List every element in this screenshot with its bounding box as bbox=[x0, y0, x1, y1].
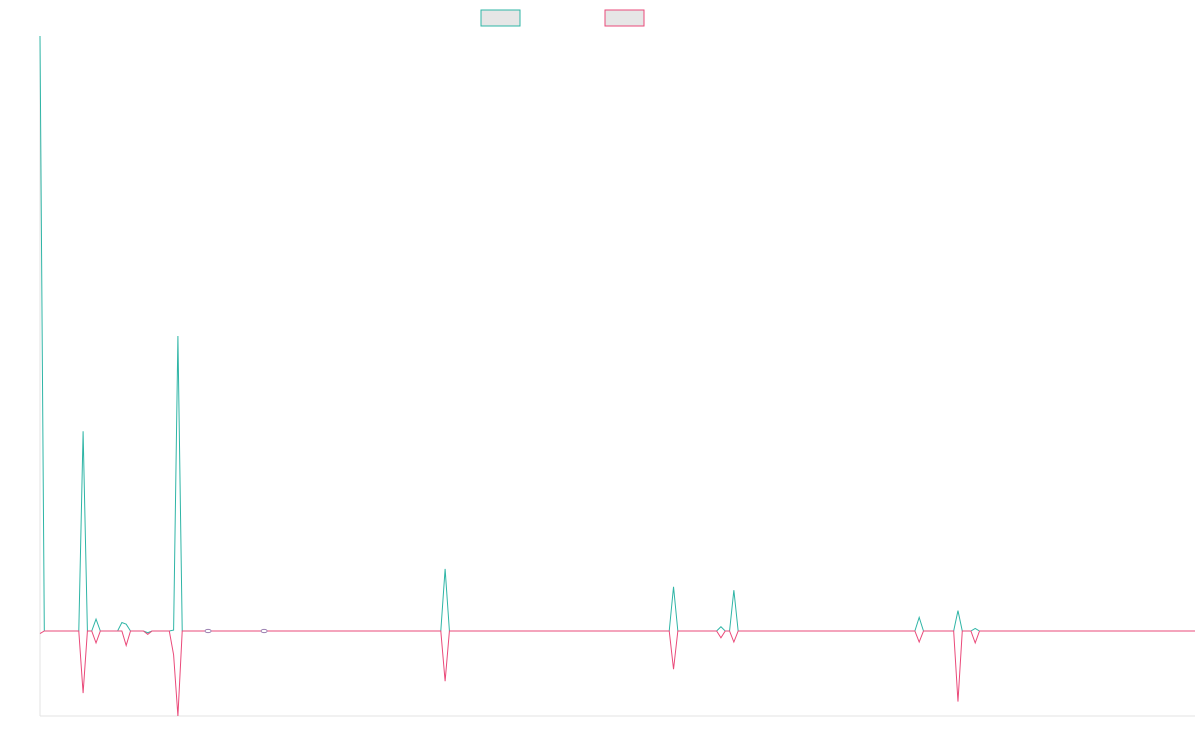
legend bbox=[480, 9, 645, 27]
legend-swatch-series-1[interactable] bbox=[480, 9, 521, 27]
data-point-marker bbox=[204, 628, 212, 634]
series-layer bbox=[39, 35, 1195, 717]
data-point-marker bbox=[260, 628, 268, 634]
axes bbox=[39, 36, 1195, 717]
series-line-2 bbox=[39, 630, 1195, 717]
series-line-1 bbox=[39, 35, 1195, 634]
legend-swatch-series-2[interactable] bbox=[604, 9, 645, 27]
